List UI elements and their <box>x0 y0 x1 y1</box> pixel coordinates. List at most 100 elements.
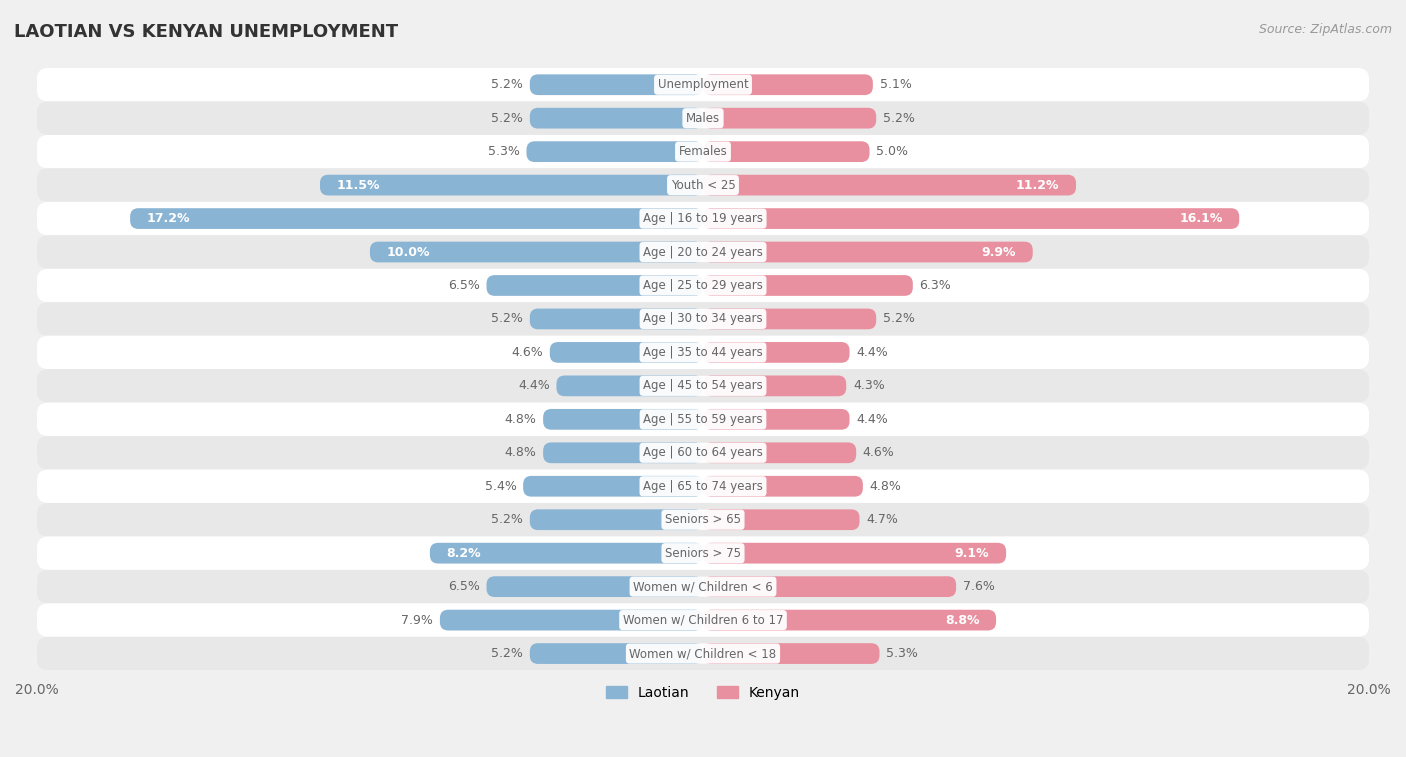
FancyBboxPatch shape <box>37 369 1369 403</box>
FancyBboxPatch shape <box>703 576 956 597</box>
Text: 5.3%: 5.3% <box>886 647 918 660</box>
Text: 6.5%: 6.5% <box>449 580 479 593</box>
Text: 4.4%: 4.4% <box>856 346 889 359</box>
Text: 5.2%: 5.2% <box>491 513 523 526</box>
Text: 4.6%: 4.6% <box>512 346 543 359</box>
FancyBboxPatch shape <box>703 509 859 530</box>
Text: 5.1%: 5.1% <box>880 78 911 92</box>
FancyBboxPatch shape <box>37 302 1369 335</box>
FancyBboxPatch shape <box>440 609 703 631</box>
FancyBboxPatch shape <box>430 543 703 563</box>
FancyBboxPatch shape <box>37 603 1369 637</box>
FancyBboxPatch shape <box>37 68 1369 101</box>
Text: 4.8%: 4.8% <box>505 413 537 426</box>
Text: 5.3%: 5.3% <box>488 145 520 158</box>
Text: 4.3%: 4.3% <box>853 379 884 392</box>
Text: Age | 30 to 34 years: Age | 30 to 34 years <box>643 313 763 326</box>
FancyBboxPatch shape <box>523 476 703 497</box>
Text: Age | 16 to 19 years: Age | 16 to 19 years <box>643 212 763 225</box>
Text: 5.2%: 5.2% <box>491 647 523 660</box>
FancyBboxPatch shape <box>37 168 1369 202</box>
FancyBboxPatch shape <box>37 135 1369 168</box>
FancyBboxPatch shape <box>557 375 703 396</box>
Text: 9.1%: 9.1% <box>955 547 990 559</box>
FancyBboxPatch shape <box>703 609 995 631</box>
FancyBboxPatch shape <box>37 537 1369 570</box>
Text: 5.2%: 5.2% <box>491 112 523 125</box>
FancyBboxPatch shape <box>131 208 703 229</box>
FancyBboxPatch shape <box>370 241 703 263</box>
FancyBboxPatch shape <box>703 107 876 129</box>
Text: 5.4%: 5.4% <box>485 480 516 493</box>
FancyBboxPatch shape <box>37 335 1369 369</box>
Text: Women w/ Children 6 to 17: Women w/ Children 6 to 17 <box>623 614 783 627</box>
Text: Seniors > 75: Seniors > 75 <box>665 547 741 559</box>
FancyBboxPatch shape <box>703 442 856 463</box>
FancyBboxPatch shape <box>530 509 703 530</box>
FancyBboxPatch shape <box>37 403 1369 436</box>
Text: 6.3%: 6.3% <box>920 279 952 292</box>
Text: 7.9%: 7.9% <box>401 614 433 627</box>
FancyBboxPatch shape <box>486 275 703 296</box>
Text: 11.5%: 11.5% <box>336 179 380 192</box>
Text: 17.2%: 17.2% <box>146 212 190 225</box>
Text: 4.4%: 4.4% <box>856 413 889 426</box>
Text: 9.9%: 9.9% <box>981 245 1017 259</box>
Text: Age | 20 to 24 years: Age | 20 to 24 years <box>643 245 763 259</box>
FancyBboxPatch shape <box>37 570 1369 603</box>
FancyBboxPatch shape <box>526 142 703 162</box>
FancyBboxPatch shape <box>703 208 1239 229</box>
FancyBboxPatch shape <box>37 235 1369 269</box>
FancyBboxPatch shape <box>530 309 703 329</box>
FancyBboxPatch shape <box>543 442 703 463</box>
FancyBboxPatch shape <box>37 637 1369 670</box>
Text: Youth < 25: Youth < 25 <box>671 179 735 192</box>
Text: 4.7%: 4.7% <box>866 513 898 526</box>
FancyBboxPatch shape <box>703 476 863 497</box>
Text: Unemployment: Unemployment <box>658 78 748 92</box>
Text: Age | 60 to 64 years: Age | 60 to 64 years <box>643 447 763 459</box>
FancyBboxPatch shape <box>703 241 1033 263</box>
Text: 16.1%: 16.1% <box>1180 212 1223 225</box>
FancyBboxPatch shape <box>530 74 703 95</box>
FancyBboxPatch shape <box>321 175 703 195</box>
FancyBboxPatch shape <box>703 175 1076 195</box>
Text: Males: Males <box>686 112 720 125</box>
Text: 7.6%: 7.6% <box>963 580 994 593</box>
Text: Age | 55 to 59 years: Age | 55 to 59 years <box>643 413 763 426</box>
Text: 4.6%: 4.6% <box>863 447 894 459</box>
Text: Age | 35 to 44 years: Age | 35 to 44 years <box>643 346 763 359</box>
FancyBboxPatch shape <box>703 375 846 396</box>
Text: 6.5%: 6.5% <box>449 279 479 292</box>
FancyBboxPatch shape <box>703 74 873 95</box>
FancyBboxPatch shape <box>703 275 912 296</box>
FancyBboxPatch shape <box>37 202 1369 235</box>
Text: 8.8%: 8.8% <box>945 614 980 627</box>
Text: Females: Females <box>679 145 727 158</box>
FancyBboxPatch shape <box>37 436 1369 469</box>
FancyBboxPatch shape <box>486 576 703 597</box>
Text: Seniors > 65: Seniors > 65 <box>665 513 741 526</box>
Text: Age | 45 to 54 years: Age | 45 to 54 years <box>643 379 763 392</box>
FancyBboxPatch shape <box>37 101 1369 135</box>
Text: 5.2%: 5.2% <box>883 112 915 125</box>
FancyBboxPatch shape <box>550 342 703 363</box>
FancyBboxPatch shape <box>530 107 703 129</box>
FancyBboxPatch shape <box>37 503 1369 537</box>
FancyBboxPatch shape <box>703 342 849 363</box>
Text: 4.4%: 4.4% <box>517 379 550 392</box>
FancyBboxPatch shape <box>703 409 849 430</box>
Text: 4.8%: 4.8% <box>505 447 537 459</box>
FancyBboxPatch shape <box>37 269 1369 302</box>
Legend: Laotian, Kenyan: Laotian, Kenyan <box>600 681 806 706</box>
Text: 5.0%: 5.0% <box>876 145 908 158</box>
Text: Age | 65 to 74 years: Age | 65 to 74 years <box>643 480 763 493</box>
FancyBboxPatch shape <box>543 409 703 430</box>
FancyBboxPatch shape <box>703 309 876 329</box>
FancyBboxPatch shape <box>703 142 869 162</box>
Text: 11.2%: 11.2% <box>1017 179 1059 192</box>
Text: Women w/ Children < 18: Women w/ Children < 18 <box>630 647 776 660</box>
Text: 5.2%: 5.2% <box>491 313 523 326</box>
Text: 5.2%: 5.2% <box>491 78 523 92</box>
Text: 4.8%: 4.8% <box>869 480 901 493</box>
